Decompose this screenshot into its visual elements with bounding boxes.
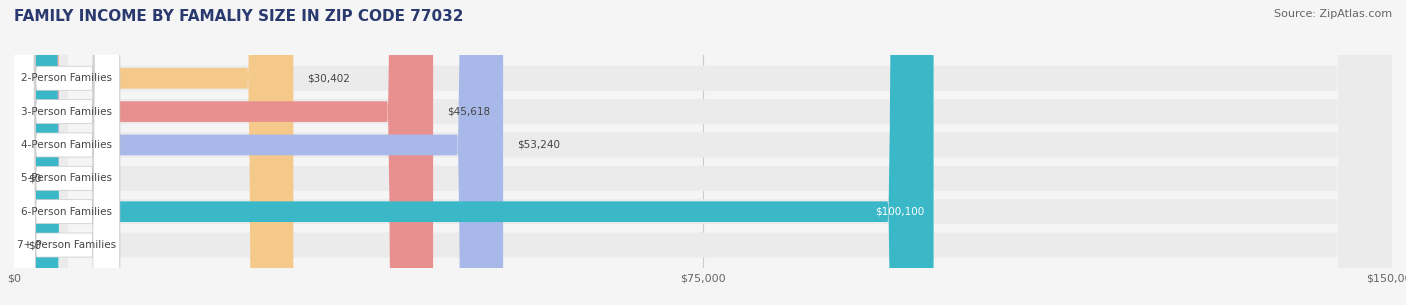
- FancyBboxPatch shape: [14, 0, 1392, 305]
- Text: 6-Person Families: 6-Person Families: [21, 207, 112, 217]
- Text: FAMILY INCOME BY FAMALIY SIZE IN ZIP CODE 77032: FAMILY INCOME BY FAMALIY SIZE IN ZIP COD…: [14, 9, 464, 24]
- Text: 2-Person Families: 2-Person Families: [21, 73, 112, 83]
- FancyBboxPatch shape: [8, 0, 120, 305]
- FancyBboxPatch shape: [8, 0, 120, 305]
- FancyBboxPatch shape: [14, 0, 294, 305]
- FancyBboxPatch shape: [14, 0, 934, 305]
- FancyBboxPatch shape: [14, 0, 503, 305]
- Text: 5-Person Families: 5-Person Families: [21, 173, 112, 183]
- FancyBboxPatch shape: [8, 0, 120, 305]
- Text: Source: ZipAtlas.com: Source: ZipAtlas.com: [1274, 9, 1392, 19]
- Text: 7+ Person Families: 7+ Person Families: [17, 240, 117, 250]
- FancyBboxPatch shape: [8, 0, 120, 305]
- FancyBboxPatch shape: [14, 0, 1392, 305]
- FancyBboxPatch shape: [14, 0, 1392, 305]
- Text: 3-Person Families: 3-Person Families: [21, 107, 112, 117]
- Text: $45,618: $45,618: [447, 107, 491, 117]
- Text: $100,100: $100,100: [875, 207, 924, 217]
- FancyBboxPatch shape: [8, 0, 120, 305]
- Text: $0: $0: [28, 240, 41, 250]
- FancyBboxPatch shape: [14, 0, 1392, 305]
- FancyBboxPatch shape: [14, 0, 433, 305]
- FancyBboxPatch shape: [14, 0, 1392, 305]
- FancyBboxPatch shape: [8, 0, 120, 305]
- Text: 4-Person Families: 4-Person Families: [21, 140, 112, 150]
- Text: $30,402: $30,402: [307, 73, 350, 83]
- Text: $53,240: $53,240: [517, 140, 560, 150]
- Text: $0: $0: [28, 173, 41, 183]
- FancyBboxPatch shape: [14, 0, 1392, 305]
